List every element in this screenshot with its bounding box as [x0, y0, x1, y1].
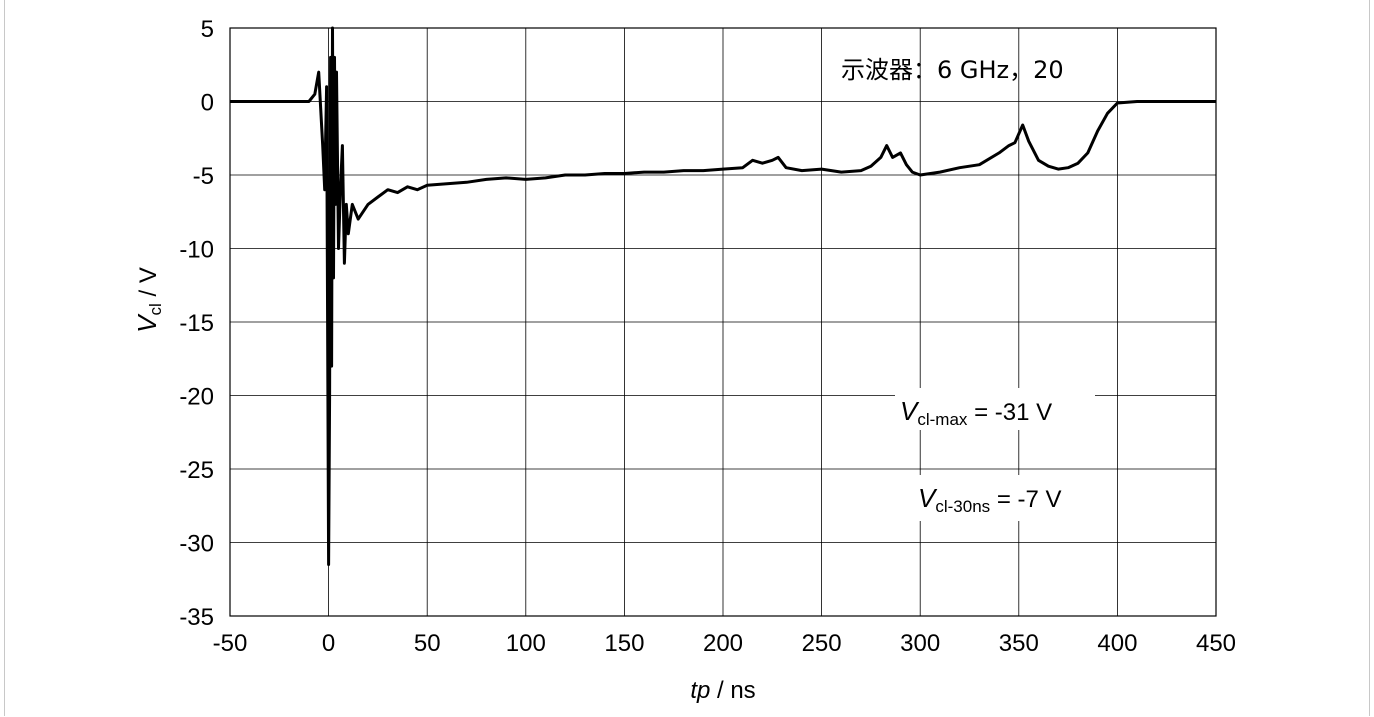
x-tick-label: 50 — [414, 630, 441, 657]
x-tick-label: 250 — [802, 630, 842, 657]
x-tick-label: 200 — [703, 630, 743, 657]
tick-labels: -50 0 50 100 150 200 250 300 350 400 45050-5-10-15… — [179, 16, 1236, 657]
x-tick-label: 0 — [322, 630, 335, 657]
x-tick-label: -50 — [213, 630, 248, 657]
x-tick-label: 450 — [1196, 630, 1236, 657]
x-tick-label: 100 — [506, 630, 546, 657]
y-tick-label: 0 — [201, 90, 214, 117]
y-tick-label: -25 — [179, 457, 214, 484]
y-tick-label: -35 — [179, 604, 214, 631]
x-axis-label: tp / ns — [690, 677, 755, 704]
x-tick-label: 150 — [604, 630, 644, 657]
plot-border — [229, 27, 1217, 617]
series-line-0 — [230, 26, 1216, 566]
y-axis-label: Vcl / V — [132, 267, 165, 333]
x-tick-label: 300 — [900, 630, 940, 657]
y-tick-label: -5 — [193, 163, 214, 190]
annotation-vmax: Vcl-max = -31 V — [900, 396, 1052, 429]
series-layer — [230, 26, 1216, 566]
grid — [229, 27, 1217, 617]
y-tick-label: -30 — [179, 531, 214, 558]
y-tick-label: -15 — [179, 310, 214, 337]
figure-frame — [4, 0, 1370, 716]
annotation-v30: Vcl-30ns = -7 V — [918, 483, 1062, 516]
annotation-vmax-bg — [895, 388, 1095, 430]
x-tick-label: 400 — [1097, 630, 1137, 657]
y-tick-label: -20 — [179, 384, 214, 411]
y-tick-label: 5 — [201, 16, 214, 43]
y-tick-label: -10 — [179, 237, 214, 264]
annotation-scope: 示波器：6 GHz，20 — [841, 56, 1064, 84]
x-tick-label: 350 — [999, 630, 1039, 657]
annotation-v30-bg — [912, 475, 1112, 521]
